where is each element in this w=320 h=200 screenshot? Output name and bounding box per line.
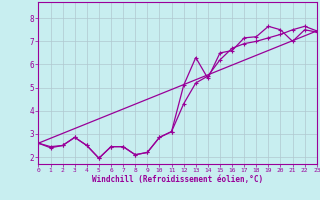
X-axis label: Windchill (Refroidissement éolien,°C): Windchill (Refroidissement éolien,°C)	[92, 175, 263, 184]
